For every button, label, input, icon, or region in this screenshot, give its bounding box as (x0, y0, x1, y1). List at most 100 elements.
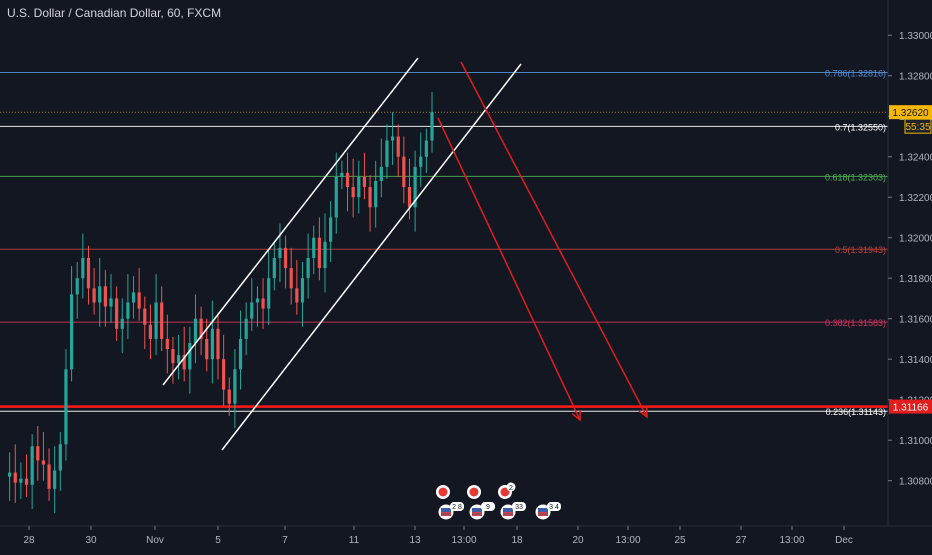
time-tick-label: 5 (215, 535, 221, 546)
price-tick-label: 1.30800 (899, 477, 932, 488)
candle-body (238, 338, 243, 370)
time-tick-label: 11 (349, 535, 360, 546)
candle-body (188, 342, 192, 370)
candle-body (345, 172, 350, 188)
price-tick-label: 1.32000 (899, 234, 932, 245)
us-flag-icon[interactable]: 9 (469, 502, 496, 520)
candle-body (317, 237, 321, 269)
countdown-background (904, 118, 932, 134)
chart-title: U.S. Dollar / Canadian Dollar, 60, FXCM (7, 6, 222, 20)
marker-badge-count: 33 (515, 504, 523, 511)
marker-badge-count: 9 (486, 504, 490, 511)
price-tick-label: 1.31600 (899, 315, 932, 326)
arrow-head (638, 406, 648, 419)
candle-body (143, 308, 147, 325)
support-price-badge: 1.31166 (889, 399, 932, 414)
projection-arrow-left[interactable] (437, 117, 581, 422)
candle-body (340, 172, 344, 177)
marker-badge-count: 2 (509, 485, 513, 492)
candle-body (109, 298, 113, 307)
candle-body (171, 349, 175, 364)
countdown-value: 55:35 (905, 122, 930, 133)
event-markers[interactable]: 2 2 8 9 33 3 4 (436, 482, 562, 520)
fib-level-label: 0.618(1.32303) (825, 172, 886, 182)
candle-body (261, 298, 265, 309)
candle-body (385, 140, 389, 167)
price-tick-label: 1.31800 (899, 274, 932, 285)
badge-background (889, 399, 932, 414)
marker-core (500, 487, 510, 497)
us-flag-icon[interactable]: 2 8 (438, 502, 465, 520)
candle-body (137, 292, 141, 309)
candle-body (357, 176, 361, 198)
marker-core (469, 487, 479, 497)
red-flag-icon[interactable] (467, 485, 481, 499)
candle-body (323, 241, 327, 269)
candle-body (368, 187, 372, 208)
red-flag-icon[interactable]: 2 (498, 482, 516, 500)
candle-body (8, 472, 12, 477)
time-tick-label: 7 (282, 535, 288, 546)
candle-body (176, 355, 181, 364)
flag-stripe (503, 514, 513, 516)
candle-body (53, 470, 57, 489)
price-tick-label: 1.31400 (899, 355, 932, 366)
us-flag-icon[interactable]: 33 (500, 502, 527, 520)
channel-lower-line[interactable] (221, 63, 522, 451)
time-tick-label: Dec (835, 535, 853, 546)
candle-body (81, 257, 85, 279)
time-tick-label: 30 (85, 535, 97, 546)
red-flag-icon[interactable] (436, 485, 450, 499)
candle-body (13, 472, 17, 483)
badge-background (889, 105, 932, 120)
flag-stripe (441, 512, 451, 514)
candle-body (413, 166, 417, 208)
price-tick-label: 1.32200 (899, 193, 932, 204)
drawings[interactable] (162, 57, 648, 451)
candle-body (160, 302, 164, 339)
candle-body (182, 355, 186, 370)
candle-body (86, 257, 91, 289)
candle-body (300, 278, 305, 303)
candle-body (329, 217, 333, 242)
time-tick-label: 13 (409, 535, 421, 546)
badge-value: 1.32620 (892, 108, 929, 119)
candle-body (312, 237, 316, 258)
candle-body (250, 302, 254, 319)
candle-body (19, 478, 23, 483)
fib-level-label: 0.5(1.31943) (835, 245, 886, 255)
price-tick-label: 1.32800 (899, 72, 932, 83)
arrow-shaft (460, 61, 648, 418)
candle-body (24, 478, 29, 485)
time-tick-label: 13:00 (779, 535, 804, 546)
us-flag-icon[interactable]: 3 4 (535, 502, 562, 520)
candle-body (402, 156, 406, 188)
candle-body (407, 187, 412, 208)
candle-body (295, 288, 299, 303)
fib-level-label: 0.382(1.31583) (825, 318, 886, 328)
fib-level-label: 0.7(1.32550) (835, 122, 886, 132)
flag-stripe (441, 514, 451, 516)
candle-body (165, 338, 169, 350)
candle-body (306, 257, 310, 279)
marker-core (438, 487, 448, 497)
candle-body (193, 318, 198, 343)
channel-upper-line[interactable] (162, 57, 419, 386)
price-tick-label: 1.32400 (899, 153, 932, 164)
projection-arrow-right[interactable] (460, 61, 648, 419)
time-tick-label: Nov (146, 535, 164, 546)
time-tick-label: 20 (572, 535, 584, 546)
candle-body (334, 176, 338, 218)
flag-stripe (503, 512, 513, 514)
marker-badge-count: 3 4 (549, 504, 559, 511)
current-price-badge: 1.32620 (889, 105, 932, 120)
time-tick-label: 18 (511, 535, 523, 546)
time-tick-label: 27 (735, 535, 747, 546)
flag-stripe (472, 512, 482, 514)
candle-body (283, 247, 288, 269)
candle-body (244, 318, 248, 339)
candle-body (396, 136, 400, 157)
